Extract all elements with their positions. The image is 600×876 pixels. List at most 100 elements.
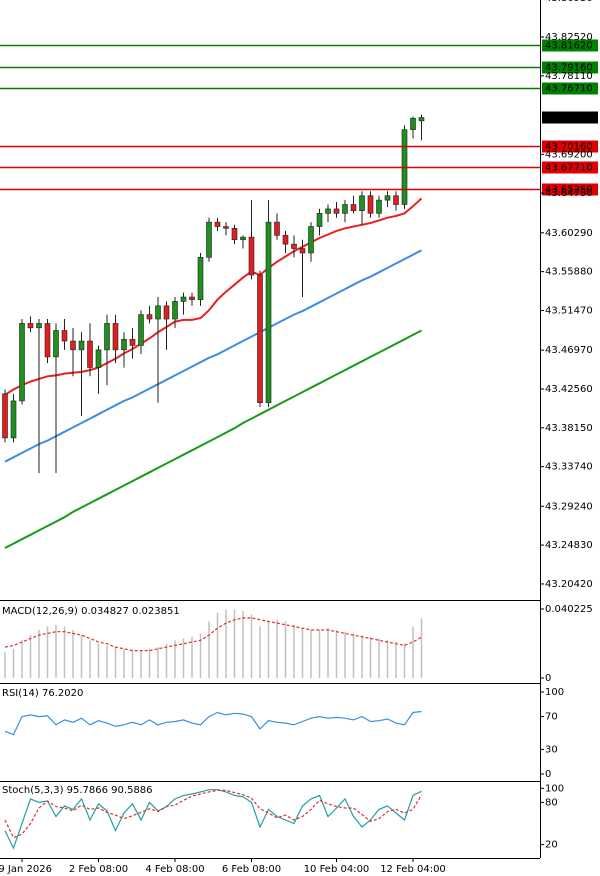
histogram-bar bbox=[361, 635, 363, 679]
level-label: 43.67710 bbox=[545, 163, 593, 174]
candle-body bbox=[206, 221, 212, 258]
candle-body bbox=[376, 199, 382, 214]
y-tick-label: 0 bbox=[545, 673, 551, 684]
candle-body bbox=[78, 340, 85, 351]
histogram-bar bbox=[174, 640, 176, 679]
y-tick-label: 43.60290 bbox=[545, 228, 593, 239]
candle-body bbox=[87, 340, 93, 368]
candle-body bbox=[2, 393, 8, 439]
candle-body bbox=[214, 221, 221, 227]
histogram-bar bbox=[225, 609, 227, 679]
candle-body bbox=[257, 274, 263, 404]
y-tick-label: 43.82520 bbox=[545, 32, 593, 43]
y-tick-label: 43.51470 bbox=[545, 305, 593, 316]
candle-body bbox=[231, 228, 238, 241]
histogram-bar bbox=[131, 650, 134, 679]
candle-body bbox=[410, 117, 416, 130]
y-tick-label: 100 bbox=[545, 783, 564, 794]
histogram-bar bbox=[12, 648, 15, 679]
histogram-bar bbox=[242, 611, 244, 679]
last-price-box bbox=[542, 111, 598, 124]
candle-body bbox=[240, 236, 246, 241]
candle-body bbox=[333, 208, 340, 214]
indicator-title: MACD(12,26,9) 0.034827 0.023851 bbox=[2, 606, 180, 617]
candle-body bbox=[248, 236, 255, 276]
candle-body bbox=[155, 305, 161, 320]
candle-body bbox=[265, 221, 272, 404]
time-label: 12 Feb 04:00 bbox=[380, 864, 446, 875]
candle-body bbox=[36, 323, 42, 329]
time-label: 6 Feb 08:00 bbox=[222, 864, 281, 875]
candle-body bbox=[316, 213, 323, 227]
candle-body bbox=[180, 296, 187, 302]
histogram-bar bbox=[403, 643, 406, 679]
candle-body bbox=[104, 323, 110, 351]
histogram-bar bbox=[21, 640, 23, 679]
candle-body bbox=[61, 330, 68, 342]
candle-body bbox=[189, 296, 195, 300]
level-label-box bbox=[542, 82, 598, 95]
y-tick-label: 0.040225 bbox=[545, 604, 593, 615]
histogram-bar bbox=[267, 621, 270, 679]
candle-body bbox=[27, 323, 34, 329]
histogram-bar bbox=[395, 641, 397, 679]
y-tick-label: 43.55880 bbox=[545, 267, 593, 278]
indicator-line bbox=[4, 789, 423, 839]
histogram-bar bbox=[97, 643, 100, 679]
y-tick-label: 43.46970 bbox=[545, 345, 593, 356]
histogram-bar bbox=[191, 636, 193, 679]
indicator-title: RSI(14) 76.2020 bbox=[2, 688, 83, 699]
candle-body bbox=[384, 195, 391, 201]
histogram-bar bbox=[114, 647, 117, 679]
histogram-bar bbox=[157, 647, 159, 679]
histogram-bar bbox=[386, 640, 389, 679]
histogram-bar bbox=[327, 628, 329, 679]
candle-body bbox=[44, 323, 51, 358]
histogram-bar bbox=[344, 631, 346, 679]
level-label-box bbox=[542, 61, 598, 74]
candle-body bbox=[138, 314, 144, 346]
histogram-bar bbox=[412, 626, 414, 679]
candle-body bbox=[172, 301, 178, 320]
histogram-bar bbox=[250, 614, 253, 679]
y-tick-label: 43.29240 bbox=[545, 501, 593, 512]
histogram-bar bbox=[233, 609, 236, 679]
histogram-bar bbox=[140, 650, 142, 679]
y-tick-label: 43.42560 bbox=[545, 384, 593, 395]
histogram-bar bbox=[165, 643, 168, 679]
histogram-bar bbox=[293, 624, 295, 679]
histogram-bar bbox=[284, 621, 287, 679]
candle-body bbox=[53, 330, 59, 358]
candle-body bbox=[291, 243, 297, 249]
histogram-bar bbox=[182, 638, 185, 679]
y-tick-label: 43.33740 bbox=[545, 462, 593, 473]
histogram-bar bbox=[72, 629, 74, 679]
candle-body bbox=[299, 248, 306, 254]
y-tick-label: 43.20420 bbox=[545, 579, 593, 590]
level-label: 43.81620 bbox=[545, 41, 593, 52]
moving-average bbox=[4, 329, 422, 549]
histogram-bar bbox=[420, 618, 423, 679]
histogram-bar bbox=[259, 626, 261, 679]
histogram-bar bbox=[55, 624, 57, 679]
candle-body bbox=[163, 305, 170, 320]
moving-average bbox=[4, 197, 423, 396]
time-label: 29 Jan 2026 bbox=[0, 864, 52, 875]
histogram-bar bbox=[216, 612, 219, 679]
candle-body bbox=[325, 208, 331, 214]
indicator-title: Stoch(5,3,3) 95.7866 90.5886 bbox=[2, 785, 153, 796]
indicator-line bbox=[4, 617, 422, 652]
y-tick-label: 43.69200 bbox=[545, 149, 593, 160]
histogram-bar bbox=[310, 629, 312, 679]
indicator-line bbox=[4, 789, 422, 850]
y-tick-label: 100 bbox=[545, 687, 564, 698]
histogram-bar bbox=[199, 633, 202, 679]
y-tick-label: 20 bbox=[545, 840, 558, 851]
candle-body bbox=[121, 338, 127, 351]
y-tick-label: 43.78110 bbox=[545, 71, 593, 82]
histogram-bar bbox=[38, 629, 40, 679]
y-tick-label: 43.64790 bbox=[545, 188, 593, 199]
candle-body bbox=[359, 195, 365, 211]
